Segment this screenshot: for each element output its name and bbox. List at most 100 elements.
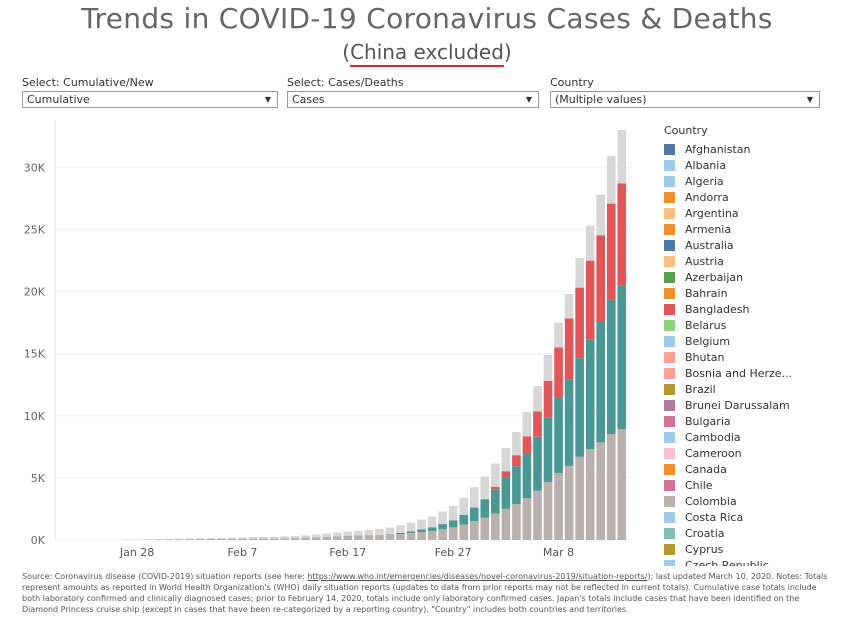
bar-segment xyxy=(406,531,416,534)
bar-segment xyxy=(259,538,268,540)
legend-item[interactable]: Canada xyxy=(664,461,854,477)
bar-segment xyxy=(343,531,353,536)
bar-segment xyxy=(554,322,563,348)
bar-segment xyxy=(533,490,542,540)
legend-label: Bangladesh xyxy=(685,302,750,316)
dropdown-arrow-icon: ▼ xyxy=(525,95,532,104)
bar-segment xyxy=(575,358,584,457)
bar-segment xyxy=(501,508,511,540)
legend-item[interactable]: Cameroon xyxy=(664,445,854,461)
legend-item[interactable]: Colombia xyxy=(664,493,854,509)
y-tick-label: 15K xyxy=(24,348,46,361)
legend-item[interactable]: Czech Republic xyxy=(664,557,854,566)
legend-item[interactable]: Costa Rica xyxy=(664,509,854,525)
bar-segment xyxy=(554,347,563,398)
legend-item[interactable]: Andorra xyxy=(664,189,854,205)
legend-swatch xyxy=(664,351,675,363)
bar-segment xyxy=(501,471,511,478)
y-tick-label: 5K xyxy=(31,472,46,485)
bar-segment xyxy=(596,442,606,540)
subtitle-close: ) xyxy=(503,40,512,64)
legend-swatch xyxy=(664,255,675,267)
bar-segment xyxy=(585,225,595,261)
legend-item[interactable]: Algeria xyxy=(664,173,854,189)
legend-label: Australia xyxy=(685,238,734,252)
legend-item[interactable]: Chile xyxy=(664,477,854,493)
legend-label: Cambodia xyxy=(685,430,741,444)
bar-segment xyxy=(491,463,500,487)
bar-segment xyxy=(459,497,469,515)
bar-segment xyxy=(554,397,563,474)
legend-swatch xyxy=(664,383,675,395)
bar-segment xyxy=(512,431,521,456)
dropdown-arrow-icon: ▼ xyxy=(806,95,813,104)
legend-item[interactable]: Belarus xyxy=(664,317,854,333)
legend-item[interactable]: Australia xyxy=(664,237,854,253)
cases-deaths-dropdown[interactable]: Cases ▼ xyxy=(287,91,539,108)
bar-segment xyxy=(501,477,511,509)
note-prefix: Source: Coronavirus disease (COVID-2019)… xyxy=(22,572,308,581)
bar-segment xyxy=(354,530,363,536)
bar-segment xyxy=(259,536,268,539)
bar-segment xyxy=(217,538,226,540)
bar-segment xyxy=(543,380,553,418)
subtitle-highlight: China excluded xyxy=(350,40,504,67)
legend-swatch xyxy=(664,367,675,379)
bar-segment xyxy=(533,411,542,437)
legend-item[interactable]: Croatia xyxy=(664,525,854,541)
legend-swatch xyxy=(664,511,675,523)
bar-segment xyxy=(280,536,289,539)
legend-swatch xyxy=(664,191,675,203)
x-tick-label: Feb 27 xyxy=(435,546,472,559)
legend-label: Azerbaijan xyxy=(685,270,744,284)
legend-swatch xyxy=(664,415,675,427)
source-note: Source: Coronavirus disease (COVID-2019)… xyxy=(22,571,834,627)
bar-segment xyxy=(332,536,342,540)
legend-item[interactable]: Bhutan xyxy=(664,349,854,365)
legend-item[interactable]: Armenia xyxy=(664,221,854,237)
legend-item[interactable]: Brazil xyxy=(664,381,854,397)
legend-swatch xyxy=(664,303,675,315)
cumulative-new-dropdown[interactable]: Cumulative ▼ xyxy=(22,91,278,108)
legend-item[interactable]: Bahrain xyxy=(664,285,854,301)
bar-segment xyxy=(438,511,447,525)
legend-item[interactable]: Bangladesh xyxy=(664,301,854,317)
x-tick-label: Jan 28 xyxy=(119,546,154,559)
bar-segment xyxy=(385,534,395,540)
legend-label: Argentina xyxy=(685,206,739,220)
bar-segment xyxy=(480,476,490,500)
legend-item[interactable]: Austria xyxy=(664,253,854,269)
legend-item[interactable]: Afghanistan xyxy=(664,141,854,157)
bar-segment xyxy=(501,448,511,472)
legend-item[interactable]: Albania xyxy=(664,157,854,173)
bar-segment xyxy=(554,473,563,540)
legend-item[interactable]: Bulgaria xyxy=(664,413,854,429)
bar-segment xyxy=(290,535,300,538)
legend-item[interactable]: Bosnia and Herze... xyxy=(664,365,854,381)
bar-segment xyxy=(385,534,395,535)
source-link[interactable]: https://www.who.int/emergencies/diseases… xyxy=(307,572,648,581)
bar-segment xyxy=(322,533,332,537)
bar-segment xyxy=(417,519,426,530)
bar-segment xyxy=(438,529,447,540)
bar-segment xyxy=(564,379,574,466)
legend-item[interactable]: Brunei Darussalam xyxy=(664,397,854,413)
bar-segment xyxy=(301,537,310,540)
legend-item[interactable]: Argentina xyxy=(664,205,854,221)
legend-item[interactable]: Cambodia xyxy=(664,429,854,445)
legend-item[interactable]: Belgium xyxy=(664,333,854,349)
legend: Country Afghanistan Albania Algeria Andorra… xyxy=(664,124,854,566)
legend-swatch xyxy=(664,559,675,566)
bar-segment xyxy=(606,203,616,300)
legend-item[interactable]: Azerbaijan xyxy=(664,269,854,285)
bar-segment xyxy=(354,536,363,540)
country-dropdown[interactable]: (Multiple values) ▼ xyxy=(550,91,820,108)
legend-label: Cyprus xyxy=(685,542,724,556)
legend-label: Bulgaria xyxy=(685,414,731,428)
legend-swatch xyxy=(664,239,675,251)
legend-label: Bosnia and Herze... xyxy=(685,366,793,380)
bar-segment xyxy=(606,299,616,434)
legend-item[interactable]: Cyprus xyxy=(664,541,854,557)
bar-segment xyxy=(406,522,416,532)
bar-segment xyxy=(522,412,532,437)
